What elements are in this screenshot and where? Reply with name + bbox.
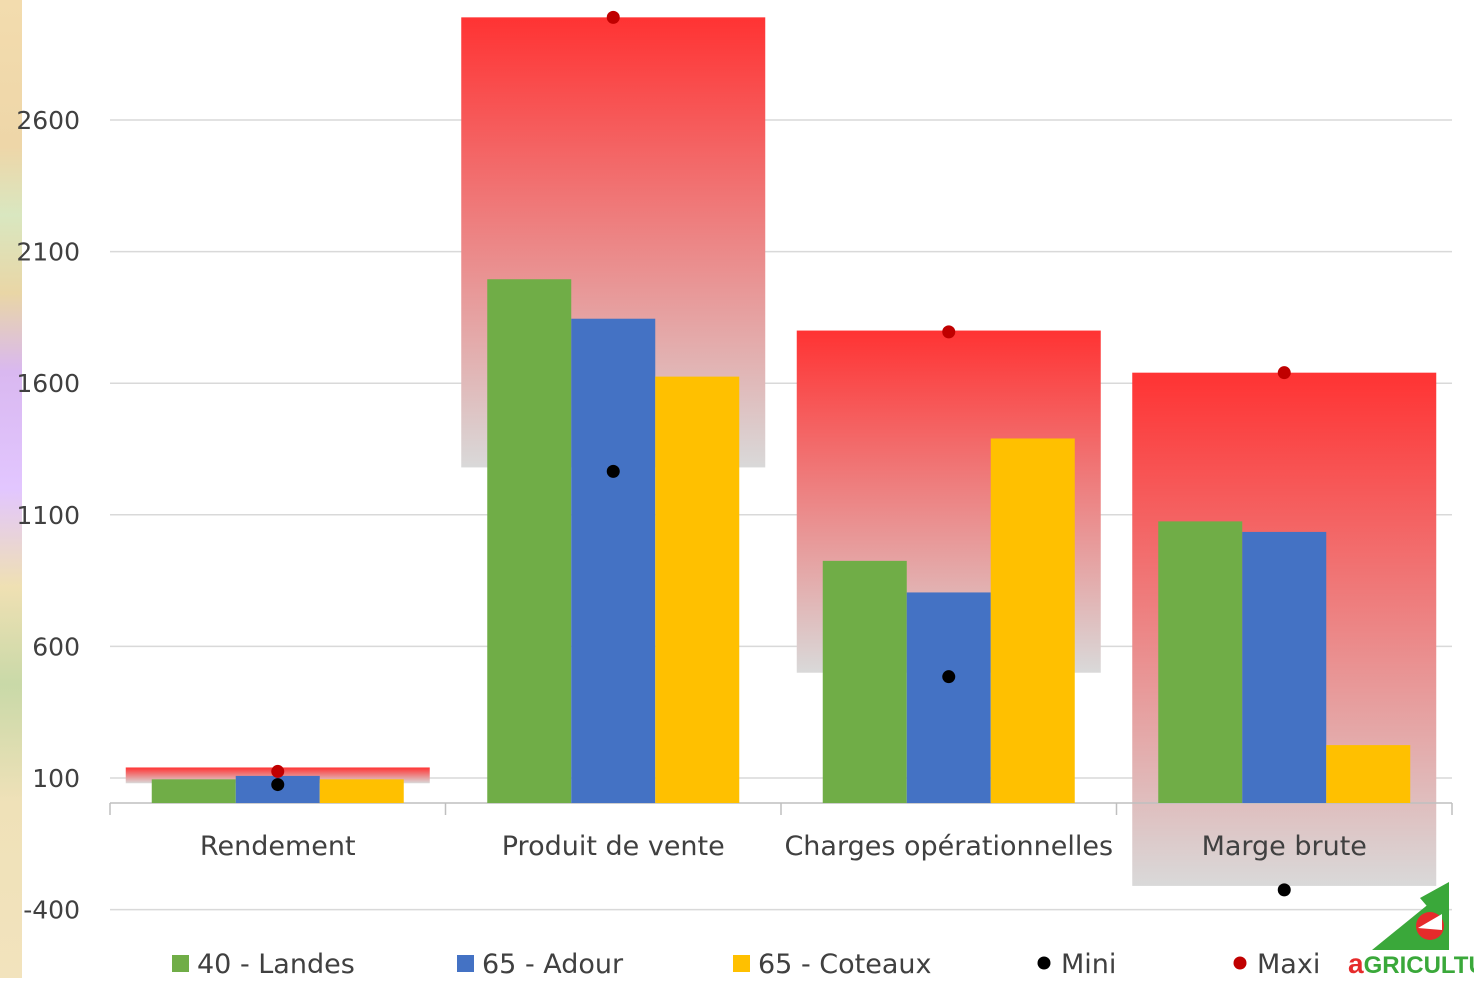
y-tick-label: 2100 (16, 238, 80, 267)
agriculture-logo: aGRICULTURE (1324, 868, 1474, 979)
bar-3 (1326, 745, 1411, 804)
marker-mini (606, 464, 620, 478)
legend-label: 40 - Landes (197, 949, 355, 978)
y-tick-label: 1600 (16, 369, 80, 398)
legend-label: Maxi (1257, 949, 1320, 978)
bar-1 (1158, 521, 1243, 804)
marker-maxi (271, 764, 285, 778)
legend-swatch (457, 955, 474, 972)
bar-1 (822, 560, 907, 804)
y-tick-label: 100 (32, 764, 80, 793)
y-tick-label: 600 (32, 632, 80, 661)
legend-swatch (172, 955, 189, 972)
category-label: Produit de vente (502, 831, 725, 862)
bar-3 (990, 438, 1075, 804)
bar-1 (151, 779, 236, 804)
bar-2 (1242, 531, 1327, 804)
y-tick-label: 2600 (16, 106, 80, 135)
legend-label: 65 - Coteaux (758, 949, 931, 978)
marker-mini (942, 670, 956, 684)
bar-3 (319, 779, 404, 804)
bar-3 (655, 376, 740, 804)
marker-mini (271, 778, 285, 792)
legend-marker (1233, 956, 1247, 970)
marker-mini (1277, 883, 1291, 897)
marker-maxi (1277, 366, 1291, 380)
marker-maxi (942, 325, 956, 339)
chambre-agriculture-logo-icon (1372, 882, 1449, 950)
category-label: Charges opérationnelles (784, 831, 1113, 862)
bar-1 (487, 279, 572, 804)
legend-label: Mini (1061, 949, 1116, 978)
logo-text: aGRICULTURE (1348, 948, 1474, 979)
legend-marker (1037, 956, 1051, 970)
y-tick-label: 1100 (16, 501, 80, 530)
bar-2 (906, 592, 991, 804)
legend-label: 65 - Adour (482, 949, 624, 978)
category-label: Rendement (200, 831, 356, 862)
category-label: Marge brute (1202, 831, 1367, 862)
legend-swatch (733, 955, 750, 972)
background-decoration (0, 0, 22, 978)
bar-2 (571, 318, 656, 804)
y-tick-label: -400 (23, 896, 80, 925)
marker-maxi (606, 10, 620, 24)
